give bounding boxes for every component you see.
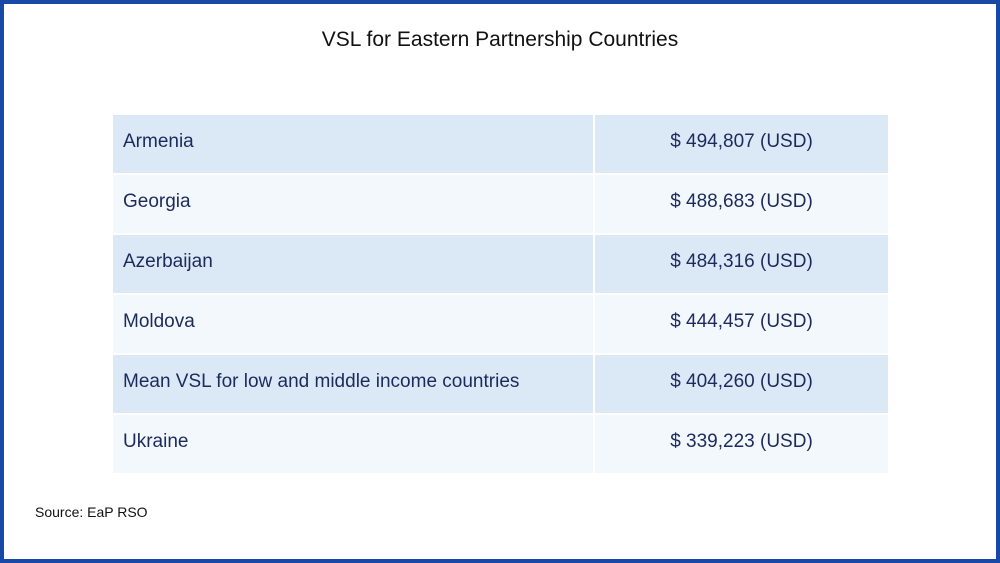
value-cell: $ 404,260 (USD) [594,354,888,415]
table-row: Georgia $ 488,683 (USD) [113,174,888,235]
table-row: Moldova $ 444,457 (USD) [113,294,888,355]
table: Armenia $ 494,807 (USD) Georgia $ 488,683 (… [113,115,888,475]
value-cell: $ 494,807 (USD) [594,115,888,175]
country-cell: Ukraine [113,414,595,475]
value-cell: $ 488,683 (USD) [594,174,888,235]
country-cell: Georgia [113,174,595,235]
source: Source: EaP RSO [35,504,148,520]
table-row: Azerbaijan $ 484,316 (USD) [113,234,888,295]
value-cell: $ 444,457 (USD) [594,294,888,355]
country-cell: Azerbaijan [113,234,595,295]
value-cell: $ 484,316 (USD) [594,234,888,295]
table-body: Armenia $ 494,807 (USD) Georgia $ 488,683 (… [113,115,888,475]
country-cell: Armenia [113,115,595,175]
table-row: Armenia $ 494,807 (USD) [113,115,888,175]
value-cell: $ 339,223 (USD) [594,414,888,475]
table-row: Mean VSL for low and middle income count… [113,354,888,415]
title: VSL for Eastern Partnership Countries [321,28,679,51]
table-row: Ukraine $ 339,223 (USD) [113,414,888,475]
country-cell: Mean VSL for low and middle income count… [113,354,595,415]
country-cell: Moldova [113,294,595,355]
